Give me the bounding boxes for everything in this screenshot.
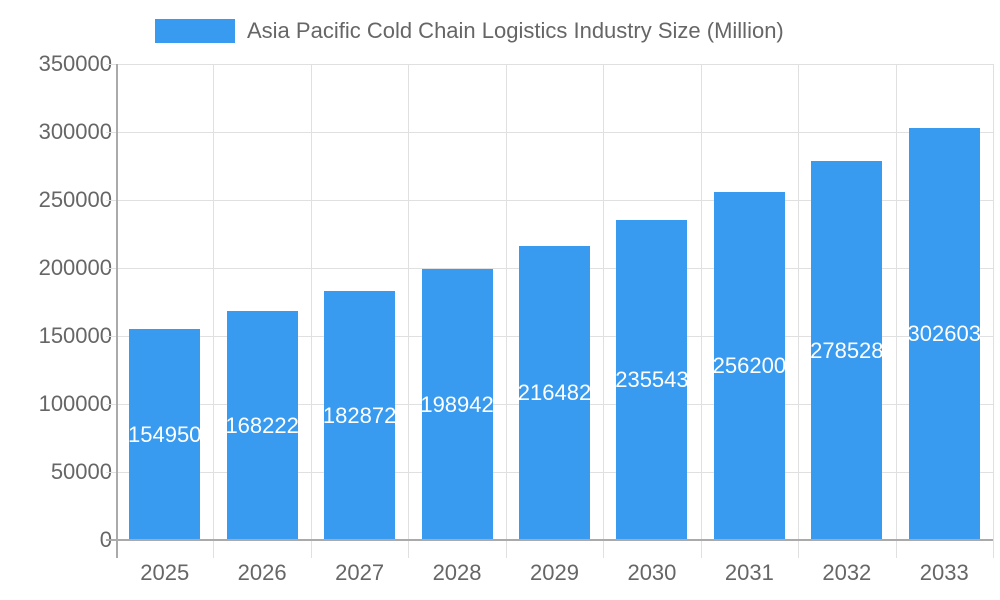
- y-tick-label: 100000: [38, 391, 112, 416]
- x-axis-line: [106, 539, 993, 541]
- y-tick-label: 150000: [38, 323, 112, 348]
- x-tick-label: 2028: [432, 560, 482, 585]
- bar-2028[interactable]: 198942: [421, 269, 493, 540]
- bar-2025[interactable]: 154950: [129, 329, 201, 540]
- gridline-vertical: [408, 64, 410, 558]
- bar-value-label: 278528: [811, 337, 883, 363]
- x-tick-label: 2029: [530, 560, 579, 585]
- x-tick-label: 2030: [627, 560, 677, 585]
- bar-value-label: 168222: [226, 412, 298, 438]
- gridline-vertical: [505, 64, 507, 558]
- gridline-vertical: [993, 64, 994, 558]
- bar-value-label: 302603: [908, 321, 980, 347]
- x-tick-label: 2031: [724, 560, 774, 585]
- bar-value-label: 216482: [519, 379, 590, 405]
- chart-legend[interactable]: Asia Pacific Cold Chain Logistics Indust…: [155, 18, 784, 44]
- bar-2030[interactable]: 235543: [616, 219, 688, 540]
- y-axis-line: [116, 64, 118, 558]
- bar-value-label: 182872: [324, 402, 396, 428]
- bar-2027[interactable]: 182872: [324, 291, 396, 540]
- x-tick-label: 2027: [335, 560, 385, 585]
- x-tick-label: 2026: [237, 560, 287, 585]
- gridline-vertical: [213, 64, 215, 558]
- y-tick-label: 350000: [38, 51, 112, 76]
- gridline-vertical: [895, 64, 897, 558]
- gridline-horizontal: [106, 200, 993, 201]
- y-tick-label: 0: [99, 527, 112, 552]
- bar-2029[interactable]: 216482: [519, 245, 590, 540]
- x-tick-label: 2025: [140, 560, 190, 585]
- bar-2031[interactable]: 256200: [713, 191, 785, 540]
- y-tick-label: 200000: [38, 255, 112, 280]
- gridline-horizontal: [106, 132, 993, 133]
- bar-value-label: 198942: [421, 391, 493, 417]
- bar-2032[interactable]: 278528: [811, 161, 883, 540]
- gridline-vertical: [700, 64, 702, 558]
- bar-value-label: 235543: [616, 366, 688, 392]
- x-tick-label: 2032: [822, 560, 872, 585]
- legend-swatch: [155, 19, 235, 43]
- gridline-vertical: [310, 64, 312, 558]
- x-tick-label: 2033: [919, 560, 969, 585]
- bar-2026[interactable]: 168222: [226, 311, 298, 540]
- y-tick-label: 300000: [38, 119, 112, 144]
- gridline-vertical: [603, 64, 605, 558]
- bar-value-label: 256200: [713, 352, 785, 378]
- y-tick-label: 250000: [38, 187, 112, 212]
- bar-value-label: 154950: [129, 421, 201, 447]
- legend-label: Asia Pacific Cold Chain Logistics Indust…: [247, 18, 784, 43]
- gridline-vertical: [798, 64, 800, 558]
- y-tick-label: 50000: [50, 459, 112, 484]
- bar-2033[interactable]: 302603: [908, 128, 980, 540]
- plot-area: 154950 168222 182872 198942 216482 235543 2562…: [106, 64, 994, 558]
- gridline-horizontal: [106, 64, 993, 65]
